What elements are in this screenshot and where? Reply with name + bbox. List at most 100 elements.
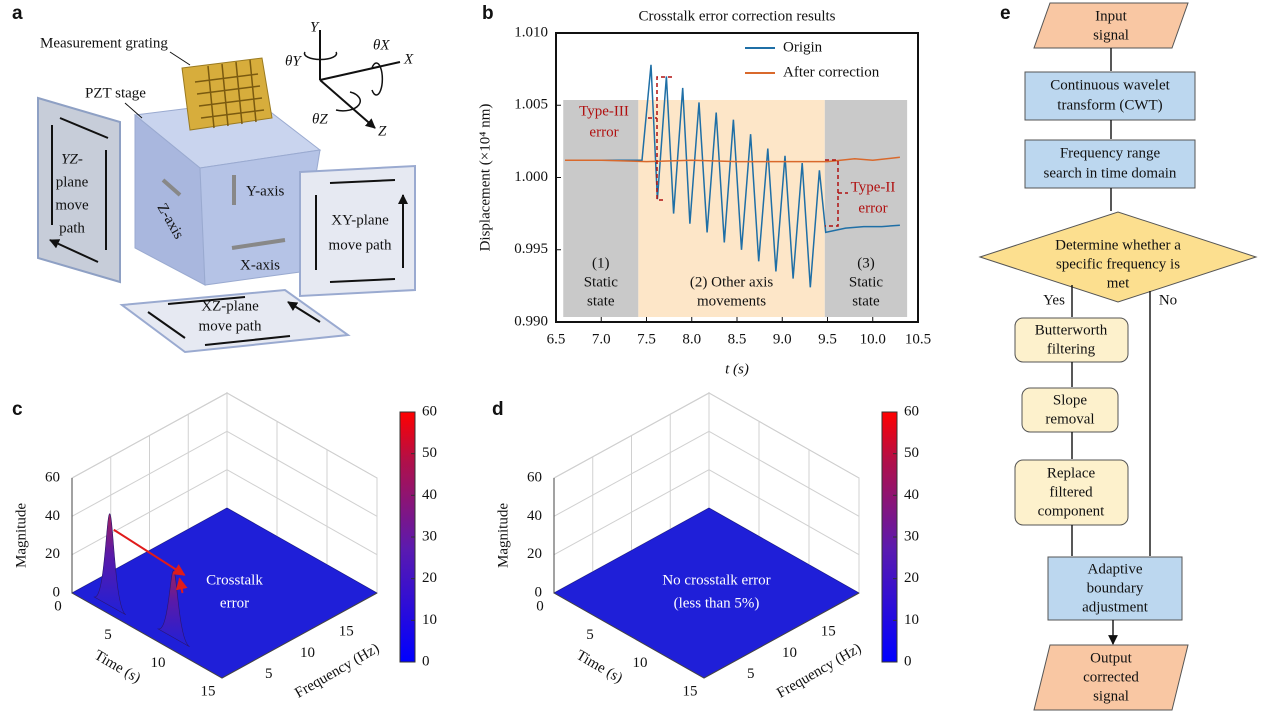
colorbar-tick-label: 10	[904, 612, 919, 628]
node-label: boundary	[1087, 580, 1144, 596]
x-tick-label: 10	[782, 645, 797, 661]
annotation: error	[220, 595, 249, 611]
node-label: Output	[1090, 650, 1133, 666]
x-tick-label: 5	[747, 666, 755, 682]
node-label: adjustment	[1082, 599, 1149, 615]
colorbar-tick-label: 60	[904, 403, 919, 419]
node-label: Frequency range	[1060, 145, 1161, 161]
y-tick-label: 5	[104, 627, 112, 643]
grid-line	[226, 430, 378, 517]
label: Y-axis	[246, 183, 284, 199]
annotation-arrow	[175, 577, 188, 594]
y-tick-label: 10	[151, 655, 166, 671]
grid-line	[226, 469, 378, 556]
node-label: Input	[1095, 8, 1127, 24]
region	[824, 100, 908, 317]
yz-path-arrows	[50, 117, 109, 263]
label: PZT stage	[85, 85, 146, 101]
colorbar-tick-label: 30	[904, 528, 919, 544]
y-axis-label: Displacement (×10⁴ nm)	[477, 104, 493, 252]
y-tick-label: 0	[536, 598, 544, 614]
node-label: met	[1107, 275, 1130, 291]
edge-label: No	[1159, 292, 1177, 308]
leader	[124, 102, 143, 119]
legend-label: Origin	[783, 39, 823, 55]
xz-path-arrows	[147, 297, 321, 346]
node-label: transform (CWT)	[1057, 97, 1162, 113]
colorbar-tick-label: 20	[904, 570, 919, 586]
node-label: filtered	[1049, 484, 1093, 500]
grid-line	[708, 392, 860, 479]
z-tick-label: 60	[45, 469, 60, 485]
colorbar-tick-label: 50	[904, 445, 919, 461]
node-label: removal	[1045, 411, 1094, 427]
colorbar-tick-label: 20	[422, 570, 437, 586]
panel-label: e	[1000, 3, 1011, 24]
colorbar-tick-label: 60	[422, 403, 437, 419]
label: θX	[373, 37, 390, 53]
y-tick-label: 0	[54, 598, 62, 614]
x-tick-label: 10	[300, 645, 315, 661]
label: move path	[199, 318, 262, 334]
label: θY	[285, 53, 302, 69]
x-tick-label: 9.5	[818, 331, 837, 347]
y-tick-label: 1.000	[514, 169, 548, 185]
y-axis-label: Time (s)	[573, 647, 625, 686]
label: move path	[329, 237, 392, 253]
node-shape	[1024, 71, 1196, 121]
y-tick-label: 15	[201, 683, 216, 699]
annotation-arrow	[113, 528, 186, 576]
label: Z	[378, 123, 387, 139]
x-axis-label: t (s)	[725, 361, 749, 377]
x-tick-label: 8.5	[728, 331, 747, 347]
grating-grid	[194, 59, 265, 129]
z-axis-label: Magnitude	[13, 503, 29, 568]
label: move	[55, 197, 89, 213]
label: XY-plane	[331, 212, 389, 228]
z-tick-label: 60	[527, 469, 542, 485]
coord-axes	[319, 30, 401, 128]
z-tick-label: 40	[45, 508, 60, 524]
node-label: Adaptive	[1088, 561, 1143, 577]
node-label: signal	[1093, 688, 1129, 704]
legend-label: After correction	[783, 64, 880, 80]
z-tick-label: 20	[527, 546, 542, 562]
y-tick-label: 1.010	[514, 24, 548, 40]
axis-arrows	[161, 175, 286, 250]
label: plane	[56, 174, 89, 190]
label: YZ-	[61, 151, 83, 167]
region-label: state	[852, 293, 880, 309]
node-shape	[1024, 139, 1196, 189]
panel-label: b	[482, 3, 494, 24]
node-shape	[1047, 556, 1183, 621]
node-label: search in time domain	[1044, 165, 1177, 181]
x-tick-label: 10.0	[860, 331, 886, 347]
annotation: No crosstalk error	[662, 572, 770, 588]
colorbar-tick-label: 40	[904, 487, 919, 503]
stage-diagram: Measurement grating PZT stage YZ- plane …	[37, 19, 416, 354]
flow-arrows	[1071, 48, 1151, 644]
label: path	[59, 220, 85, 236]
leader	[169, 51, 191, 66]
z-tick-label: 0	[53, 584, 61, 600]
colorbar-tick-label: 50	[422, 445, 437, 461]
region	[563, 100, 639, 317]
region-label: movements	[697, 293, 766, 309]
node-label: filtering	[1047, 341, 1096, 357]
node-shape	[1021, 387, 1119, 433]
annotation-bracket	[648, 76, 672, 201]
xy-plane	[299, 164, 416, 298]
x-tick-label: 7.5	[637, 331, 656, 347]
x-tick-label: 8.0	[682, 331, 701, 347]
node-label: signal	[1093, 27, 1129, 43]
node-label: component	[1038, 503, 1105, 519]
annotation: error	[858, 200, 887, 216]
colorbar-tick-label: 0	[904, 653, 912, 669]
colorbar-tick-label: 40	[422, 487, 437, 503]
grid-line	[708, 469, 860, 556]
panel-label: c	[12, 399, 23, 420]
colorbar-tick-label: 10	[422, 612, 437, 628]
node-shape	[1033, 644, 1189, 711]
colorbar-tick-label: 30	[422, 528, 437, 544]
x-tick-label: 15	[821, 624, 836, 640]
